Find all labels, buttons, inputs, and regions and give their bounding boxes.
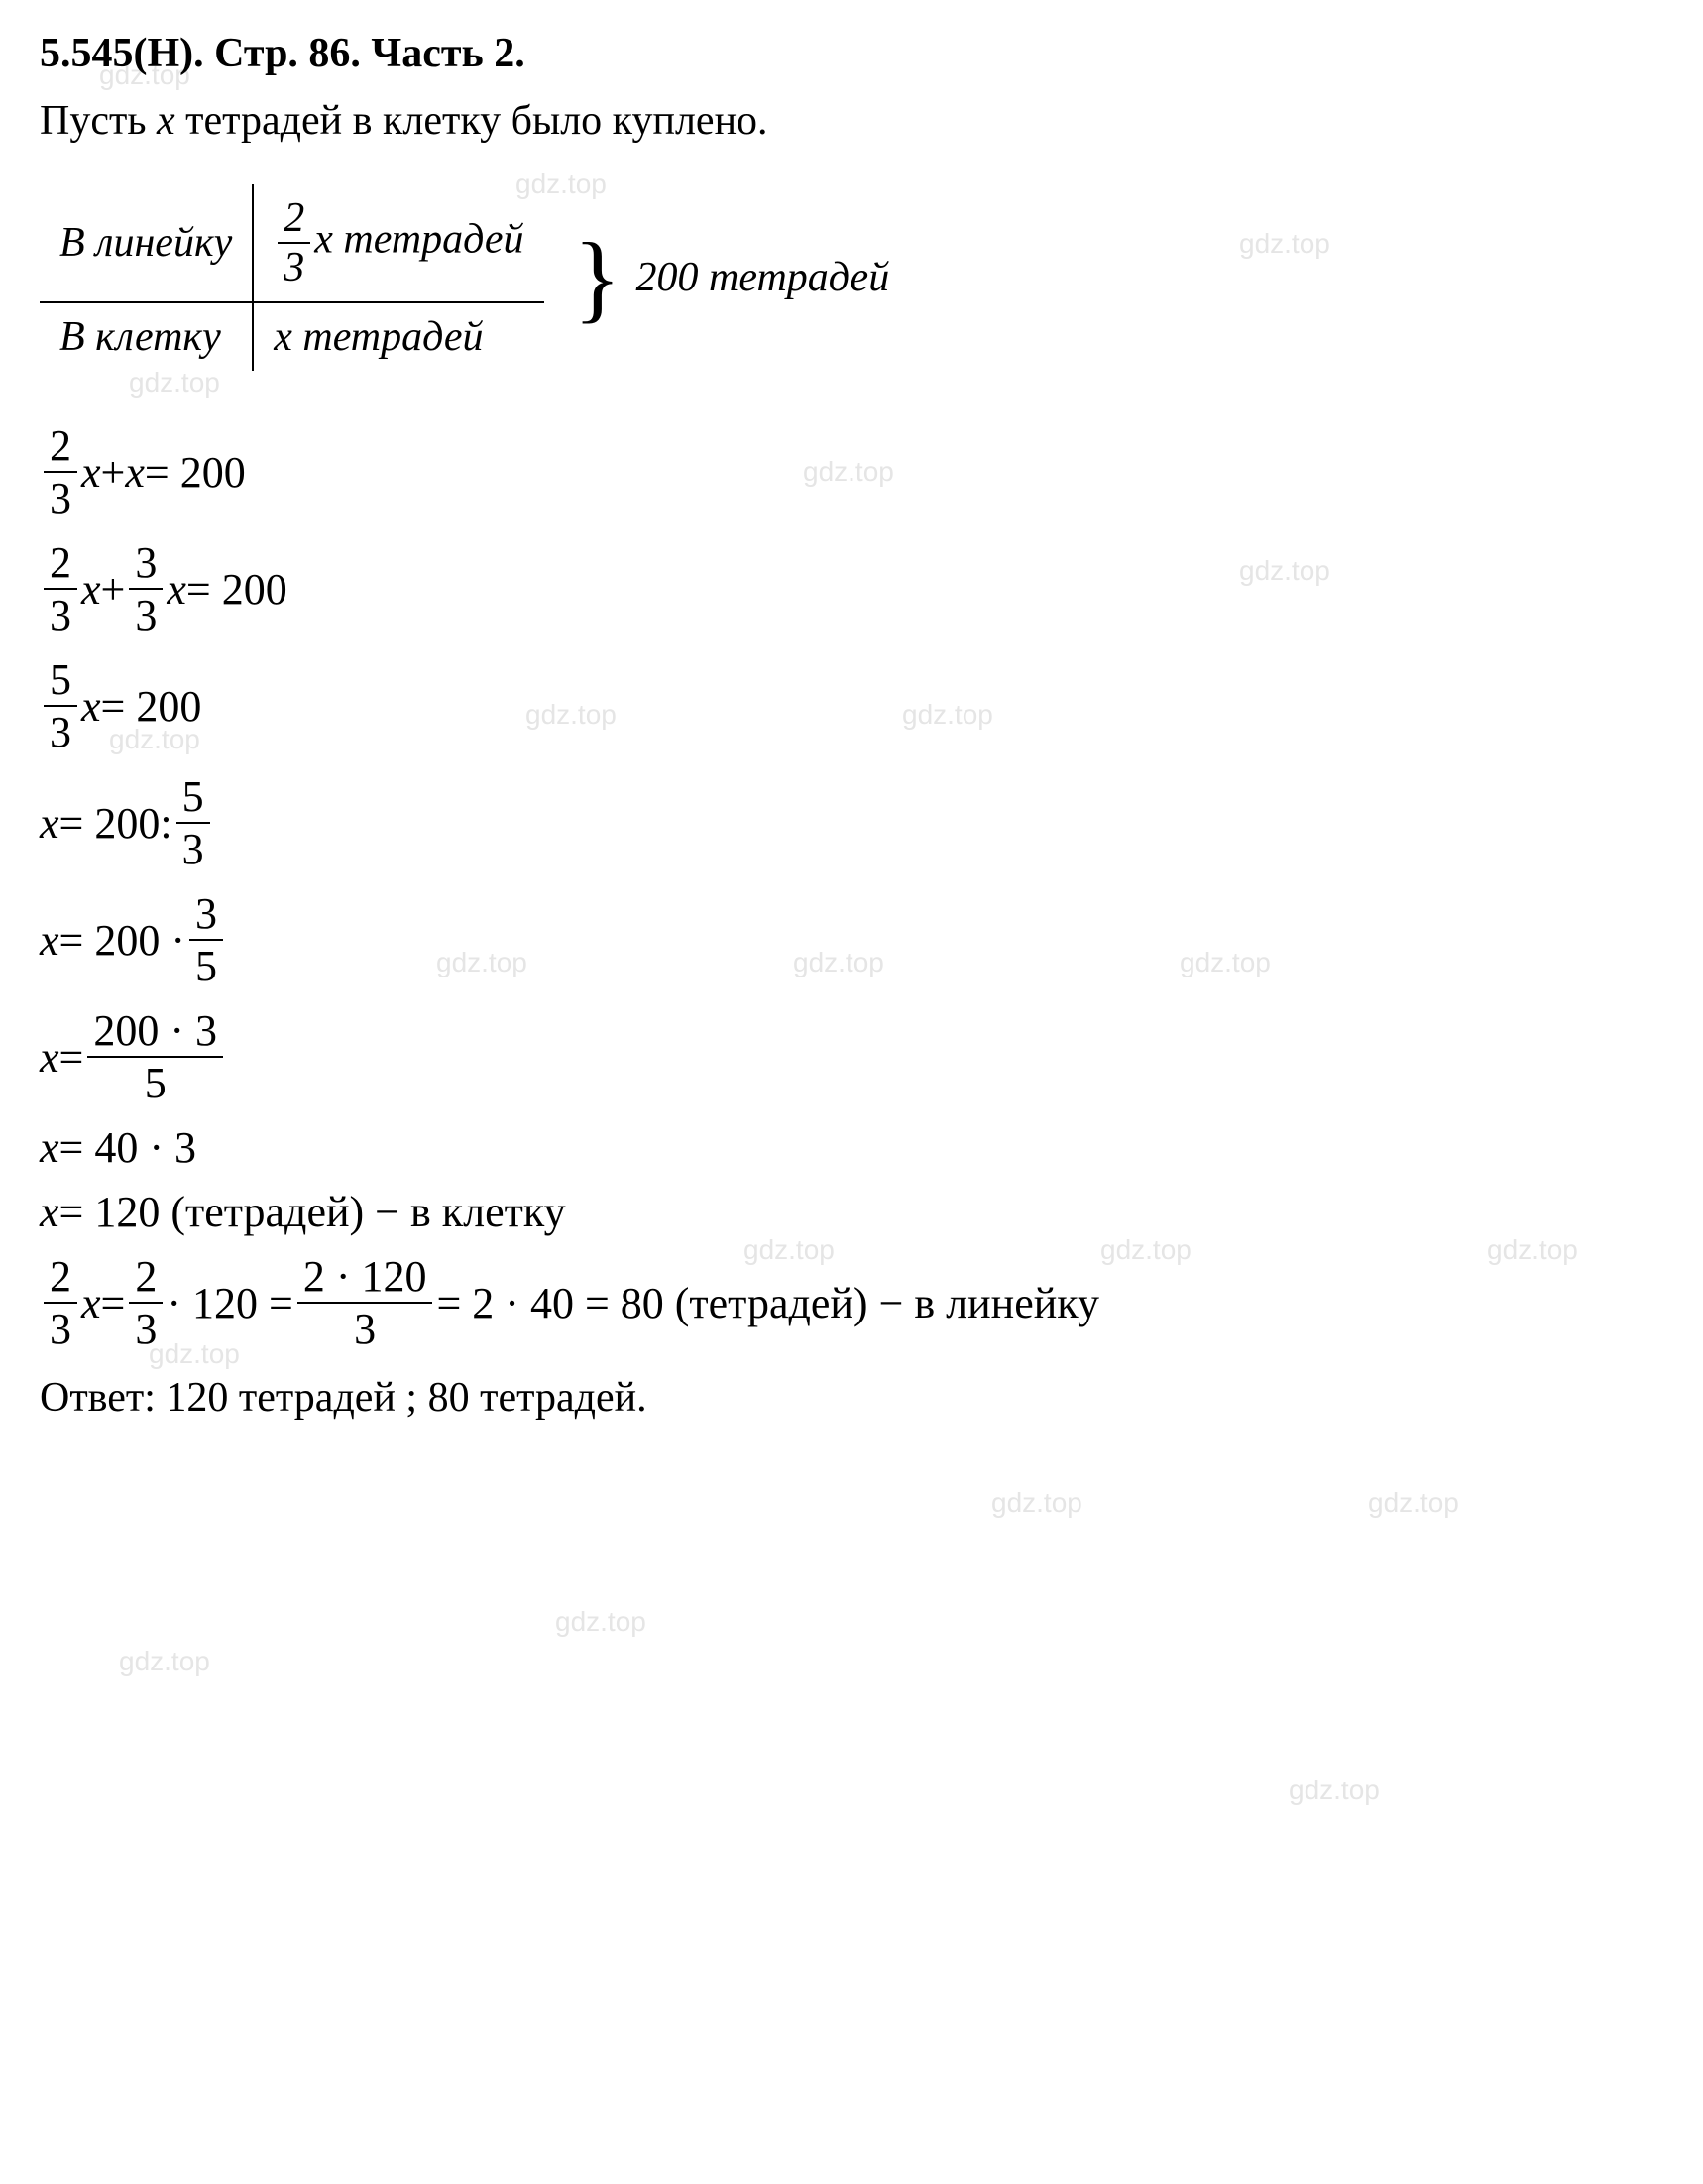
eq8-eq: = 120 (тетрадей) − в клетку [59,1187,566,1237]
eq1-eq: = 200 [145,447,246,498]
eq5-frac-den: 5 [189,941,223,991]
eq2-frac2-den: 3 [129,590,163,640]
row1-frac-den: 3 [278,244,310,291]
eq3-frac: 5 3 [44,654,77,757]
eq5-frac: 3 5 [189,888,223,991]
eq2-frac1-num: 2 [44,537,77,590]
equation-3: 5 3 x = 200 [40,654,1663,757]
eq2-frac2-num: 3 [129,537,163,590]
eq3-frac-den: 3 [44,707,77,757]
eq9-var: x [81,1278,101,1328]
eq2-var1: x [81,564,101,615]
brace-icon: } [574,238,622,317]
eq7-eq: = 40 · 3 [59,1122,196,1173]
eq9-frac3-num: 2 · 120 [297,1251,433,1304]
eq1-var1: x [81,447,101,498]
subtitle-var: x [157,98,175,144]
subtitle-suffix: тетрадей в клетку было куплено. [175,98,768,144]
eq9-frac3: 2 · 120 3 [297,1251,433,1354]
watermark: gdz.top [129,367,220,399]
eq1-frac: 2 3 [44,420,77,523]
eq5-eq: = 200 · [59,915,185,966]
row1-frac-num: 2 [278,194,310,244]
eq9-eq2: = 2 · 40 = 80 (тетрадей) − в линейку [436,1278,1099,1328]
eq6-eq: = [59,1032,84,1083]
row2-var: x [274,314,292,360]
eq6-frac: 200 · 3 5 [87,1005,223,1108]
equations-block: 2 3 x + x = 200 2 3 x + 3 3 x = 200 5 3 … [40,420,1663,1354]
eq2-var2: x [167,564,186,615]
eq2-eq: = 200 [186,564,287,615]
eq5-frac-num: 3 [189,888,223,941]
brace-label: 200 тетрадей [636,254,890,301]
table-row: В линейку 2 3 x тетрадей [40,184,544,302]
eq2-frac1-den: 3 [44,590,77,640]
eq9-frac2-den: 3 [129,1304,163,1354]
eq9-frac3-den: 3 [348,1304,382,1354]
table-row: В клетку x тетрадей [40,302,544,371]
eq4-frac-num: 5 [176,771,210,824]
eq9-frac1-num: 2 [44,1251,77,1304]
equation-1: 2 3 x + x = 200 [40,420,1663,523]
equation-8: x = 120 (тетрадей) − в клетку [40,1187,1663,1237]
eq6-frac-num: 200 · 3 [87,1005,223,1058]
eq6-frac-den: 5 [139,1058,172,1108]
equation-5: x = 200 · 3 5 [40,888,1663,991]
watermark: gdz.top [991,1487,1082,1519]
eq9-eq1: = [101,1278,126,1328]
watermark: gdz.top [119,1646,210,1677]
watermark: gdz.top [1368,1487,1459,1519]
row2-label: В клетку [40,302,253,371]
eq9-frac1-den: 3 [44,1304,77,1354]
eq2-plus: + [101,564,126,615]
eq6-var: x [40,1032,59,1083]
eq9-frac2-num: 2 [129,1251,163,1304]
row1-value: 2 3 x тетрадей [253,184,543,302]
eq9-mult: · 120 = [167,1278,292,1328]
eq1-frac-den: 3 [44,473,77,523]
answer: Ответ: 120 тетрадей ; 80 тетрадей. [40,1374,1663,1422]
eq8-var: x [40,1187,59,1237]
eq1-frac-num: 2 [44,420,77,473]
watermark: gdz.top [555,1606,646,1638]
row2-suffix: тетрадей [292,314,484,360]
equation-7: x = 40 · 3 [40,1122,1663,1173]
data-table-section: В линейку 2 3 x тетрадей В клетку x тетр… [40,184,1663,371]
row1-label: В линейку [40,184,253,302]
equation-4: x = 200: 5 3 [40,771,1663,874]
eq1-var2: x [125,447,145,498]
eq4-frac: 5 3 [176,771,210,874]
eq4-var: x [40,798,59,849]
row1-var: x [314,217,333,263]
eq1-plus: + [101,447,126,498]
equation-2: 2 3 x + 3 3 x = 200 [40,537,1663,640]
eq3-eq: = 200 [101,681,202,732]
subtitle-prefix: Пусть [40,98,157,144]
eq3-var: x [81,681,101,732]
eq4-eq: = 200: [59,798,172,849]
row1-fraction: 2 3 [278,194,310,291]
eq3-frac-num: 5 [44,654,77,707]
eq9-frac2: 2 3 [129,1251,163,1354]
eq5-var: x [40,915,59,966]
problem-statement: Пусть x тетрадей в клетку было куплено. [40,97,1663,145]
equation-9: 2 3 x = 2 3 · 120 = 2 · 120 3 = 2 · 40 =… [40,1251,1663,1354]
row2-value: x тетрадей [253,302,543,371]
eq4-frac-den: 3 [176,824,210,874]
eq9-frac1: 2 3 [44,1251,77,1354]
eq2-frac2: 3 3 [129,537,163,640]
eq2-frac1: 2 3 [44,537,77,640]
row1-suffix: тетрадей [333,217,524,263]
watermark: gdz.top [1289,1775,1380,1806]
data-table: В линейку 2 3 x тетрадей В клетку x тетр… [40,184,544,371]
page-title: 5.545(Н). Стр. 86. Часть 2. [40,30,1663,77]
eq7-var: x [40,1122,59,1173]
equation-6: x = 200 · 3 5 [40,1005,1663,1108]
brace-section: } 200 тетрадей [574,238,890,317]
